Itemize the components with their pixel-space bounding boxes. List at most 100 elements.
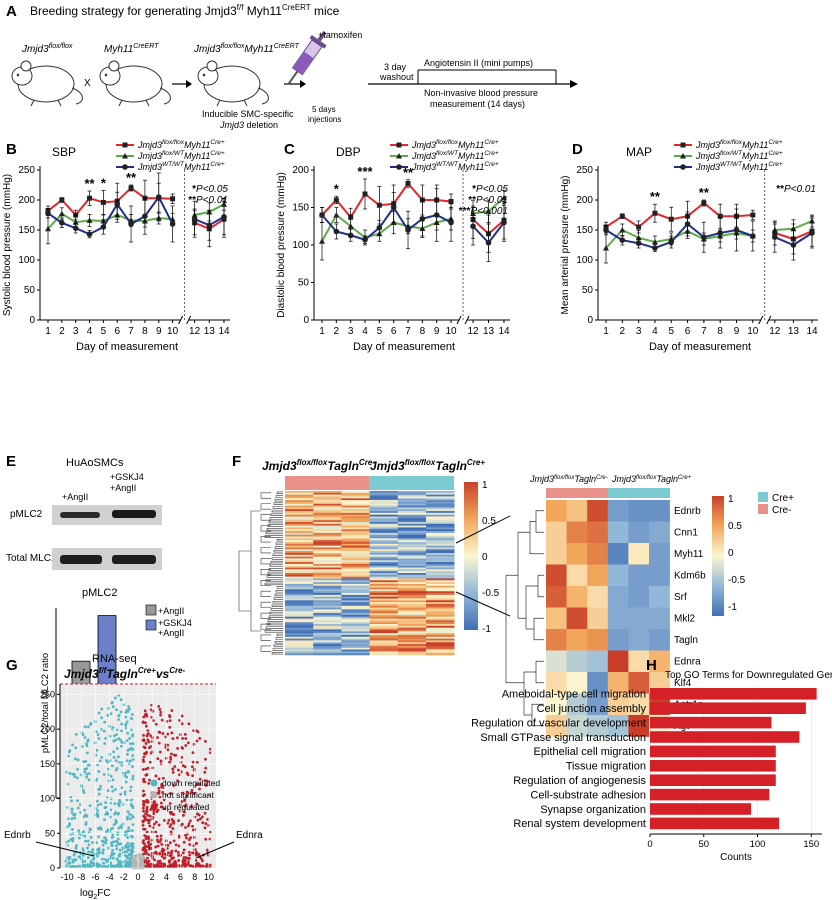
- data-point: [68, 822, 71, 825]
- data-point: [117, 761, 121, 765]
- data-point: [110, 785, 114, 789]
- heatmap-cell: [313, 534, 342, 537]
- heatmap-cell: [341, 618, 370, 621]
- heatmap-cell: [285, 647, 314, 650]
- data-point: [143, 834, 147, 838]
- data-point: [85, 772, 89, 776]
- legend-label: Jmjd3flox/floxMyh11Cre+: [695, 139, 783, 150]
- heatmap-cell: [369, 500, 399, 503]
- bp-label-1: Non-invasive blood pressure: [424, 88, 538, 98]
- data-point: [110, 836, 114, 839]
- data-point: [65, 865, 68, 868]
- data-point: [405, 227, 411, 233]
- data-point: [111, 726, 115, 730]
- data-point: [159, 834, 163, 838]
- heatmap-cell: [369, 627, 399, 630]
- x-tick-label: 1: [45, 326, 51, 337]
- data-point: [177, 859, 181, 862]
- heatmap-cell: [341, 558, 370, 561]
- heatmap-cell: [313, 634, 342, 638]
- zoom-header-cre-minus: Jmjd3flox/floxTaglnCre-: [529, 474, 608, 484]
- heatmap-cell: [426, 507, 455, 510]
- data-point: [151, 855, 155, 858]
- data-point: [125, 798, 129, 802]
- data-point: [123, 833, 127, 837]
- heatmap-cell: [426, 614, 455, 618]
- data-point: [99, 784, 102, 788]
- heatmap-cell: [341, 629, 370, 632]
- heatmap-cell: [369, 505, 399, 508]
- data-point: [96, 813, 100, 817]
- data-point: [160, 782, 164, 786]
- data-point: [173, 753, 176, 757]
- heatmap-cell: [369, 523, 399, 526]
- heatmap-cell: [313, 527, 342, 530]
- heatmap-cell: [546, 500, 567, 522]
- data-point: [191, 760, 195, 764]
- data-point: [161, 847, 164, 851]
- heatmap-cell: [369, 562, 399, 565]
- heatmap-cell: [397, 607, 427, 610]
- data-point: [113, 788, 117, 791]
- data-point: [143, 721, 147, 725]
- data-point: [206, 222, 213, 228]
- data-point: [110, 764, 114, 768]
- data-point: [208, 837, 211, 841]
- heatmap-cell: [341, 511, 370, 514]
- heatmap-cell: [285, 536, 314, 539]
- heatmap-cell: [628, 693, 650, 716]
- data-point: [148, 778, 151, 782]
- data-point: [809, 230, 815, 236]
- data-point: [161, 852, 165, 856]
- zoom-header-cre-plus: Jmjd3flox/floxTaglnCre+: [611, 474, 692, 484]
- data-point: [84, 759, 88, 763]
- data-point: [157, 777, 161, 781]
- heatmap-cell: [397, 491, 427, 494]
- data-point: [169, 823, 173, 827]
- data-point: [127, 826, 131, 830]
- heatmap-cell: [313, 625, 342, 628]
- data-point: [100, 864, 104, 868]
- data-point: [652, 245, 658, 251]
- heatmap-cell: [426, 653, 455, 656]
- data-point: [151, 719, 155, 723]
- heatmap-cell: [369, 560, 399, 563]
- heatmap-cell: [341, 509, 370, 512]
- data-point: [186, 856, 190, 860]
- heatmap-cell: [285, 596, 314, 599]
- heatmap-cell: [313, 593, 342, 596]
- x-tick-label: 13: [788, 326, 800, 337]
- p-value-note: ***P<0.001: [459, 206, 508, 217]
- data-point: [180, 714, 184, 718]
- data-point: [187, 722, 191, 726]
- data-point: [131, 823, 135, 826]
- data-point: [156, 838, 159, 842]
- legend-allele: Cre+: [210, 161, 224, 168]
- significance-marker: **: [403, 165, 414, 180]
- data-point: [110, 701, 114, 705]
- data-point: [141, 799, 145, 803]
- data-point: [144, 773, 148, 777]
- heatmap-cell: [369, 547, 399, 550]
- data-point: [144, 767, 148, 771]
- heatmap-cell: [369, 603, 399, 607]
- data-point: [100, 716, 103, 720]
- data-point: [83, 725, 87, 729]
- heatmap-cell: [313, 532, 342, 536]
- data-point: [91, 841, 94, 844]
- panel-letter-h: H: [646, 657, 657, 674]
- y-tick-label: 100: [576, 255, 593, 266]
- heatmap-cell: [285, 591, 314, 594]
- data-point: [168, 810, 172, 814]
- data-point: [119, 824, 123, 828]
- heatmap-cell: [397, 505, 427, 508]
- heatmap-cell: [313, 647, 342, 650]
- series-2: [603, 208, 815, 261]
- y-tick-label: 100: [18, 255, 35, 266]
- data-point: [206, 779, 209, 783]
- x-tick-label: 7: [405, 326, 411, 337]
- data-point: [448, 199, 454, 204]
